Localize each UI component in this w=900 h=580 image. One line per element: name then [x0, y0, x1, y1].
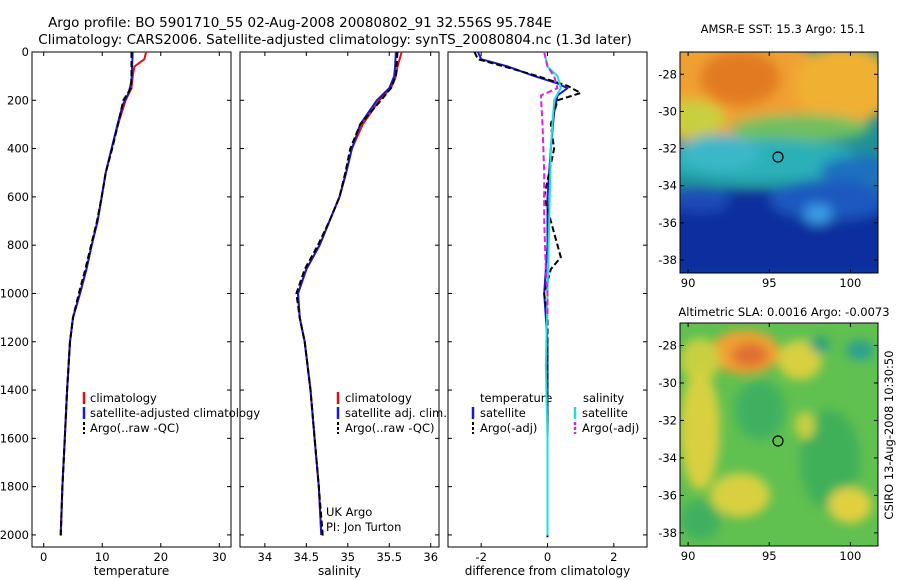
sla-map-axes: 90 95 100 -28 -30 -32 -34 -36 -38 [658, 323, 878, 563]
depth-tick-label: 200 [7, 93, 29, 107]
depth-tick-label: 1800 [0, 480, 29, 494]
salinity-marks: 34 34.5 35 35.5 36 salinity [240, 51, 439, 578]
sst-map-panel: AMSR-E SST: 15.3 Argo: 15.1 [679, 22, 879, 274]
sst-map-ytick-label: -36 [658, 216, 677, 230]
legend-label-temp-satellite: satellite [480, 406, 526, 420]
legend-label-sal-argo: Argo(-adj) [582, 421, 639, 435]
sst-map-ytick-label: -28 [658, 67, 677, 81]
depth-tick-label: 1400 [0, 383, 29, 397]
sla-map-ytick-label: -34 [658, 451, 677, 465]
temperature-series-climatology [59, 51, 148, 535]
difference-series-argo [473, 51, 582, 538]
difference-xlabel: difference from climatology [465, 564, 631, 578]
program-label: UK Argo [326, 505, 372, 519]
sst-map-xtick-label: 95 [762, 276, 777, 290]
sla-map-frame [679, 322, 879, 547]
salinity-xtick-label: 35 [340, 550, 355, 564]
salinity-xtick-label: 36 [423, 550, 438, 564]
temperature-xtick-label: 20 [153, 550, 168, 564]
sst-heatmap [680, 52, 878, 273]
sla-map-xtick-label: 90 [681, 549, 696, 563]
sla-map-ytick-label: -28 [658, 338, 677, 352]
salinity-axes-frame [239, 51, 440, 548]
sla-map-ytick-label: -30 [658, 376, 677, 390]
legend-label-climatology: climatology [345, 391, 412, 405]
sla-map-ytick-label: -36 [658, 488, 677, 502]
salinity-series-argo [295, 51, 399, 538]
temperature-marks: 0 10 20 30 temperature 0 200 400 600 800 1000 1200 1… [0, 45, 231, 578]
salinity-xtick-label: 35.5 [376, 550, 402, 564]
depth-tick-label: 400 [7, 142, 29, 156]
difference-legend: temperature salinity satellite Argo(-adj… [471, 391, 639, 435]
sla-map-title: Altimetric SLA: 0.0016 Argo: -0.0073 [678, 305, 889, 319]
difference-xtick-label: 0 [544, 550, 551, 564]
temperature-xtick-label: 30 [212, 550, 227, 564]
difference-xtick-label: -2 [475, 550, 486, 564]
difference-xtick-label: 2 [610, 550, 617, 564]
legend-label-sal-satellite: satellite [582, 406, 628, 420]
sst-map-xtick-label: 100 [839, 276, 861, 290]
sla-heatmap [680, 323, 878, 546]
sla-map-xtick-label: 95 [762, 549, 777, 563]
sla-map-ytick-label: -38 [658, 526, 677, 540]
depth-tick-label: 1200 [0, 335, 29, 349]
sst-map-xtick-label: 90 [681, 276, 696, 290]
depth-tick-label: 600 [7, 190, 29, 204]
salinity-legend: climatology satellite adj. clim. Argo(..… [336, 391, 447, 435]
salinity-panel [239, 51, 440, 548]
chart-marks: 0 10 20 30temperature0200400600800100012001… [0, 45, 878, 578]
legend-label-temp-argo: Argo(-adj) [480, 421, 537, 435]
difference-series-sal_argo [539, 51, 559, 318]
salinity-xtick-label: 34 [258, 550, 273, 564]
sst-map-ytick-label: -34 [658, 179, 677, 193]
depth-tick-label: 1000 [0, 286, 29, 300]
sst-map-title: AMSR-E SST: 15.3 Argo: 15.1 [701, 22, 866, 36]
legend-label-climatology: climatology [90, 391, 157, 405]
temperature-axes-frame [31, 51, 232, 548]
difference-series-sal_satellite [543, 51, 562, 535]
depth-tick-label: 1600 [0, 431, 29, 445]
legend-heading-temperature: temperature [480, 391, 552, 405]
legend-label-satellite: satellite adj. clim. [345, 406, 447, 420]
sst-map-axes: 90 95 100 -28 -30 -32 -34 -36 -38 [658, 52, 878, 290]
legend-label-argo: Argo(..raw -QC) [90, 421, 180, 435]
legend-label-satellite: satellite-adjusted climatology [90, 406, 260, 420]
figure-title-line2: Climatology: CARS2006. Satellite-adjuste… [38, 32, 631, 48]
depth-tick-label: 0 [22, 45, 29, 59]
sla-map-ytick-label: -32 [658, 413, 677, 427]
temperature-series-satellite [59, 51, 134, 535]
temperature-xtick-label: 0 [40, 550, 47, 564]
sst-map-ytick-label: -30 [658, 104, 677, 118]
sst-map-ytick-label: -32 [658, 142, 677, 156]
difference-series-satellite [476, 51, 569, 535]
sla-map-panel: Altimetric SLA: 0.0016 Argo: -0.0073 [678, 305, 890, 547]
creation-timestamp: CSIRO 13-Aug-2008 10:30:50 [882, 350, 896, 519]
temperature-xlabel: temperature [94, 564, 169, 578]
sla-argo-location-marker [772, 435, 784, 447]
figure-title-line1: Argo profile: BO 5901710_55 02-Aug-2008 … [48, 15, 552, 31]
pi-label: PI: Jon Turton [326, 520, 401, 534]
sst-map-ytick-label: -38 [658, 253, 677, 267]
temperature-legend: climatology satellite-adjusted climatolo… [82, 391, 260, 435]
salinity-xlabel: salinity [318, 564, 361, 578]
salinity-xtick-label: 34.5 [294, 550, 320, 564]
temperature-panel [31, 51, 232, 548]
temperature-xtick-label: 10 [95, 550, 110, 564]
salinity-series-climatology [297, 51, 403, 535]
depth-tick-label: 2000 [0, 528, 29, 542]
legend-label-argo: Argo(..raw -QC) [345, 421, 435, 435]
legend-heading-salinity: salinity [583, 391, 624, 405]
depth-tick-label: 800 [7, 238, 29, 252]
sla-map-xtick-label: 100 [839, 549, 861, 563]
salinity-series-satellite [297, 51, 397, 535]
sst-map-frame [679, 51, 879, 274]
sst-argo-location-marker [772, 151, 784, 163]
temperature-series-argo [59, 52, 133, 538]
